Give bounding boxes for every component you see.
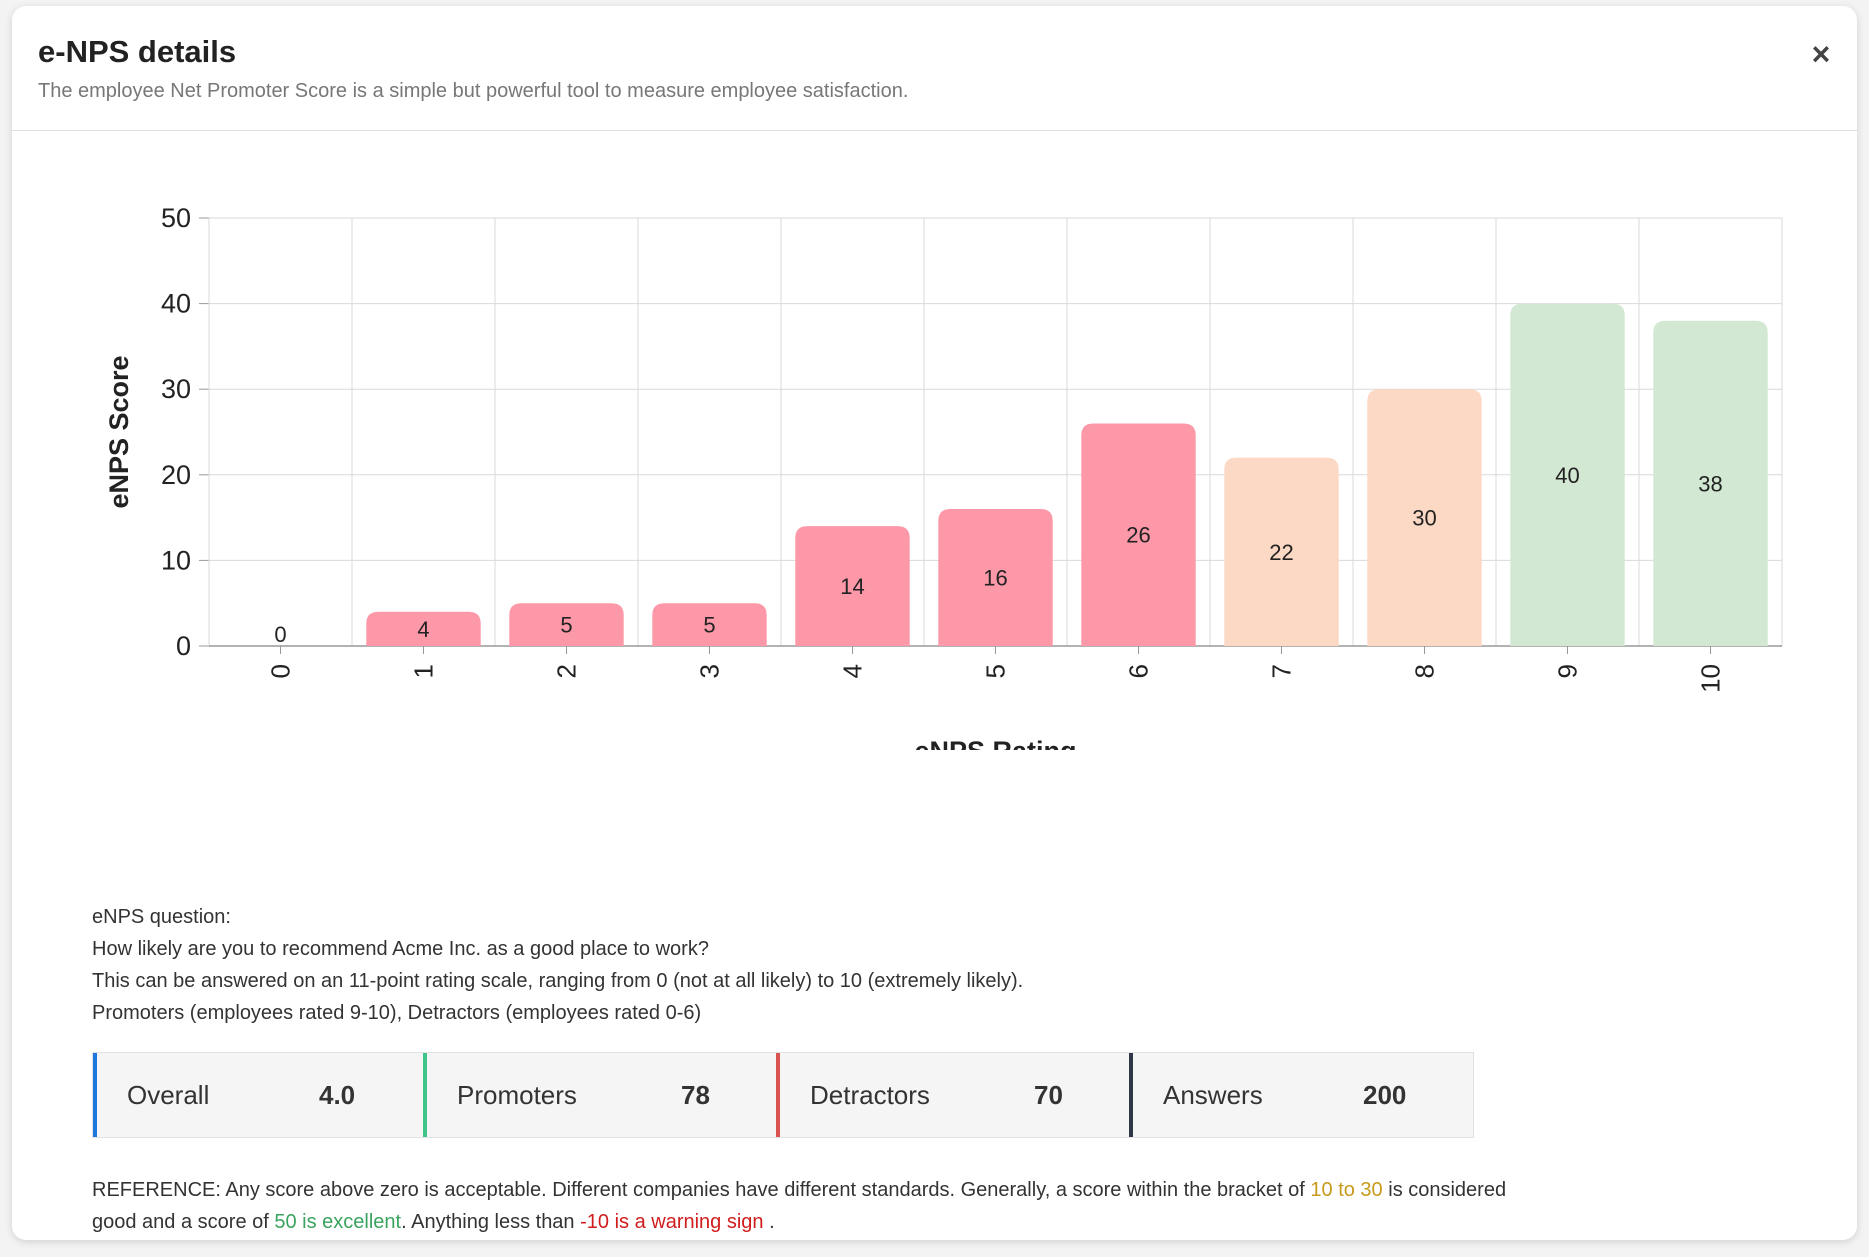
enps-bar-chart: 0 10 20 30 40 50 0 0 4 1 5 2 5 3 14 4 16 5 26 6 22 7 30 8 40 9 38 1… [104, 203, 1783, 750]
y-tick-label: 10 [161, 545, 191, 575]
bar [1224, 457, 1339, 646]
bar-value-label: 26 [1126, 523, 1150, 548]
reference-excellent: 50 is excellent [274, 1211, 402, 1233]
bar-value-label: 0 [274, 622, 286, 647]
bar [366, 611, 481, 646]
bar-value-label: 5 [703, 613, 715, 638]
bar-value-label: 30 [1412, 506, 1436, 531]
bar [509, 603, 624, 646]
reference-mid1: is considered good and a score of [92, 1179, 1507, 1233]
stat-label: Answers [1163, 1079, 1263, 1110]
reference-note: REFERENCE: Any score above zero is accep… [92, 1174, 1512, 1238]
stat-promoters: Promoters 78 [423, 1053, 776, 1137]
x-axis-title: eNPS Rating [914, 736, 1076, 750]
bar-value-label: 38 [1698, 471, 1722, 496]
bar [652, 603, 767, 646]
x-tick-label: 8 [1410, 664, 1440, 678]
bar [1367, 389, 1482, 646]
y-tick-label: 20 [161, 460, 191, 490]
x-tick-label: 0 [266, 664, 296, 678]
bar [1653, 320, 1768, 646]
stats-bar: Overall 4.0 Promoters 78 Detractors 70 A… [92, 1052, 1474, 1138]
question-heading: eNPS question: [92, 906, 231, 928]
stat-label: Overall [127, 1079, 210, 1110]
enps-details-modal: e-NPS details The employee Net Promoter … [12, 6, 1857, 1240]
modal-title: e-NPS details [38, 34, 237, 69]
bar [795, 526, 910, 646]
question-groups: Promoters (employees rated 9-10), Detrac… [92, 1002, 702, 1024]
x-tick-label: 5 [981, 664, 1011, 678]
stat-overall: Overall 4.0 [93, 1053, 423, 1137]
stat-value: 78 [681, 1079, 710, 1110]
stat-answers: Answers 200 [1129, 1053, 1473, 1137]
close-icon: × [1811, 35, 1831, 72]
bar-value-label: 40 [1555, 463, 1579, 488]
question-scale: This can be answered on an 11-point rati… [92, 970, 1024, 992]
stat-label: Detractors [810, 1079, 930, 1110]
x-tick-label: 2 [552, 664, 582, 678]
x-tick-label: 10 [1696, 664, 1726, 693]
bar-value-label: 22 [1269, 540, 1293, 565]
reference-warning: -10 is a warning sign [580, 1211, 764, 1233]
modal-header: e-NPS details The employee Net Promoter … [12, 6, 1857, 131]
x-tick-label: 3 [695, 664, 725, 678]
bar-value-label: 5 [560, 613, 572, 638]
bar-value-label: 4 [417, 617, 429, 642]
close-button[interactable]: × [1803, 36, 1839, 72]
x-tick-label: 7 [1267, 664, 1297, 678]
stat-value: 200 [1363, 1079, 1407, 1110]
question-text: How likely are you to recommend Acme Inc… [92, 938, 709, 960]
reference-suffix: . [763, 1211, 775, 1233]
bar [1510, 303, 1625, 646]
y-tick-label: 50 [161, 203, 191, 233]
stat-value: 70 [1034, 1079, 1063, 1110]
reference-good-range: 10 to 30 [1310, 1179, 1383, 1201]
y-tick-label: 0 [176, 631, 191, 661]
bar [1081, 423, 1196, 646]
y-axis-title: eNPS Score [104, 355, 134, 508]
enps-question: eNPS question: How likely are you to rec… [92, 901, 1392, 1029]
stat-value: 4.0 [319, 1079, 356, 1110]
modal-subtitle: The employee Net Promoter Score is a sim… [38, 80, 909, 102]
x-tick-label: 4 [838, 664, 868, 678]
x-tick-label: 6 [1124, 664, 1154, 678]
y-tick-label: 30 [161, 374, 191, 404]
bar-value-label: 14 [840, 574, 864, 599]
reference-prefix: REFERENCE: Any score above zero is accep… [92, 1179, 1311, 1201]
stat-detractors: Detractors 70 [776, 1053, 1129, 1137]
reference-mid2: . Anything less than [401, 1211, 581, 1233]
bar [938, 509, 1053, 646]
x-tick-label: 1 [409, 664, 439, 678]
y-tick-label: 40 [161, 289, 191, 319]
x-tick-label: 9 [1553, 664, 1583, 678]
bar-value-label: 16 [983, 566, 1007, 591]
stat-label: Promoters [457, 1079, 577, 1110]
